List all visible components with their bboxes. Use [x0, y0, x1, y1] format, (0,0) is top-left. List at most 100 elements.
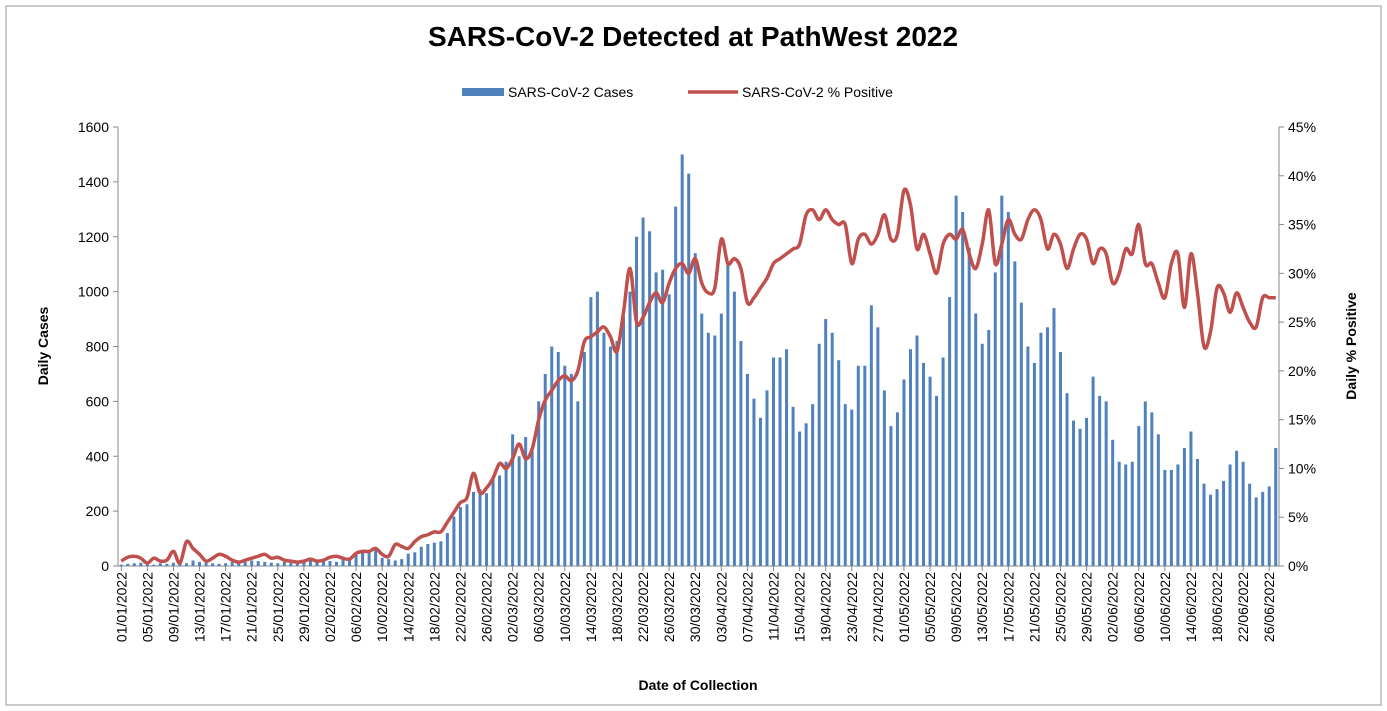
bar [361, 552, 365, 566]
x-tick-label: 05/01/2022 [139, 572, 155, 642]
bar [419, 546, 423, 566]
bar [458, 507, 462, 566]
bar [191, 560, 195, 566]
x-tick-label: 13/05/2022 [974, 572, 990, 642]
bar [785, 349, 789, 566]
bar [1078, 428, 1082, 566]
x-tick-label: 26/06/2022 [1261, 572, 1277, 642]
bar [667, 294, 671, 566]
bar [504, 461, 508, 566]
bar [217, 563, 221, 566]
bar [321, 560, 325, 566]
bar [498, 475, 502, 566]
bar [413, 552, 417, 566]
bar [902, 379, 906, 566]
x-tick-label: 02/02/2022 [322, 572, 338, 642]
bar [824, 319, 828, 566]
bar [367, 550, 371, 566]
bar [171, 562, 175, 566]
y2-tick-label: 35% [1288, 217, 1316, 233]
bar [693, 253, 697, 566]
x-tick-label: 14/03/2022 [583, 572, 599, 642]
bar [230, 561, 234, 566]
bar [608, 346, 612, 566]
x-tick-label: 06/03/2022 [531, 572, 547, 642]
bar [674, 206, 678, 566]
x-tick-label: 07/04/2022 [739, 572, 755, 642]
bar [895, 412, 899, 566]
bar [1209, 494, 1213, 566]
bar [628, 291, 632, 566]
legend-label: SARS-CoV-2 % Positive [742, 84, 893, 100]
bar [158, 563, 162, 566]
chart-border [5, 5, 1382, 706]
bar [439, 541, 443, 566]
bar [856, 365, 860, 566]
bar [987, 330, 991, 566]
x-tick-label: 18/03/2022 [609, 572, 625, 642]
bar [798, 431, 802, 566]
bar [119, 564, 123, 566]
bar [1032, 362, 1036, 566]
bar [1254, 497, 1258, 566]
x-tick-label: 06/06/2022 [1131, 572, 1147, 642]
y-tick-label: 800 [86, 339, 110, 355]
bar [680, 154, 684, 566]
bar [850, 409, 854, 566]
bar [1189, 431, 1193, 566]
bar [974, 313, 978, 566]
bar [889, 426, 893, 566]
bar [1039, 332, 1043, 566]
y-tick-label: 200 [86, 503, 110, 519]
bar [1202, 483, 1206, 566]
x-tick-label: 10/02/2022 [374, 572, 390, 642]
bar [126, 563, 130, 566]
bar [980, 343, 984, 566]
bar [1124, 464, 1128, 566]
bar [830, 332, 834, 566]
x-tick-label: 09/01/2022 [165, 572, 181, 642]
bar [243, 561, 247, 566]
bar [745, 373, 749, 566]
x-tick-label: 18/06/2022 [1209, 572, 1225, 642]
bar [295, 563, 299, 566]
bar [302, 561, 306, 566]
bar [719, 313, 723, 566]
bar [556, 351, 560, 566]
bar [772, 357, 776, 566]
x-tick-label: 02/06/2022 [1105, 572, 1121, 642]
x-tick-label: 22/06/2022 [1235, 572, 1251, 642]
bar [1261, 491, 1265, 566]
bar [1176, 464, 1180, 566]
bar [1026, 346, 1030, 566]
y-tick-label: 0 [101, 558, 109, 574]
bar [1143, 401, 1147, 566]
bar [263, 561, 267, 566]
x-tick-label: 11/04/2022 [766, 572, 782, 641]
bar [517, 456, 521, 566]
y-tick-label: 1600 [78, 119, 109, 135]
x-tick-label: 22/03/2022 [635, 572, 651, 642]
bar [954, 195, 958, 566]
x-tick-label: 13/01/2022 [192, 572, 208, 642]
x-tick-label: 01/05/2022 [896, 572, 912, 642]
bar [315, 561, 319, 566]
bar [145, 563, 149, 566]
y2-tick-label: 5% [1288, 509, 1308, 525]
bar [478, 489, 482, 566]
bar [1000, 195, 1004, 566]
bar [843, 404, 847, 566]
bar [1274, 448, 1278, 566]
x-tick-label: 02/03/2022 [505, 572, 521, 642]
bar [237, 562, 241, 566]
bar [765, 390, 769, 566]
x-tick-label: 17/05/2022 [1000, 572, 1016, 642]
y-tick-label: 600 [86, 393, 110, 409]
bar [485, 493, 489, 566]
bar [198, 561, 202, 566]
bar [335, 561, 339, 566]
x-tick-label: 26/02/2022 [479, 572, 495, 642]
x-tick-label: 30/03/2022 [687, 572, 703, 642]
bar [537, 401, 541, 566]
bar [1052, 308, 1056, 566]
